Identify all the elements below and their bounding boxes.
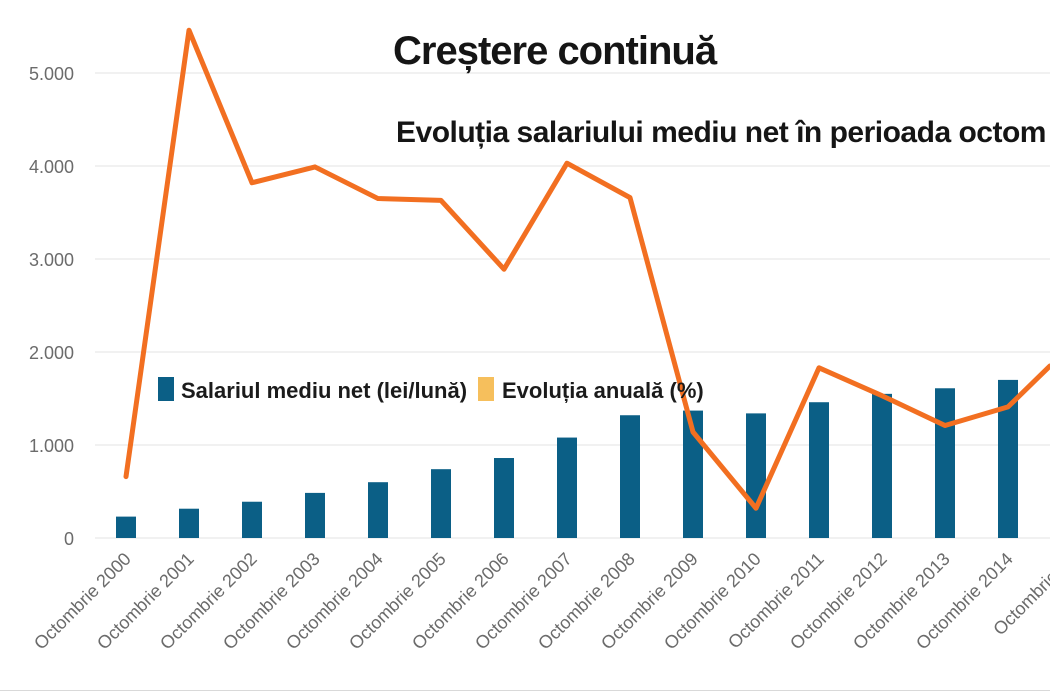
bar-octombrie-2008 [620,415,640,538]
line-evolutie-anuala [123,27,1050,511]
chart-subtitle: Evoluția salariului mediu net în perioad… [396,116,1046,149]
y-tick-label: 1.000 [29,436,74,456]
bar-octombrie-2011 [809,402,829,538]
bar-octombrie-2002 [242,501,262,538]
bar-octombrie-2006 [494,458,514,538]
bottom-divider [0,690,1050,691]
bar-octombrie-2009 [683,410,703,538]
legend-label-evolutie: Evoluția anuală (%) [502,378,704,403]
y-axis-ticks: 0 1.000 2.000 3.000 4.000 5.000 [29,64,74,549]
y-tick-label: 2.000 [29,343,74,363]
chart-title: Creștere continuă [393,29,718,73]
y-tick-label: 3.000 [29,250,74,270]
bar-octombrie-2010 [746,413,766,538]
bar-octombrie-2003 [305,492,325,538]
bar-series [116,379,1018,538]
bar-octombrie-2014 [998,379,1018,538]
bar-octombrie-2012 [872,393,892,538]
legend-label-salariu: Salariul mediu net (lei/lună) [181,378,467,403]
legend: Salariul mediu net (lei/lună) Evoluția a… [158,377,704,403]
y-tick-label: 0 [64,529,74,549]
bar-octombrie-2007 [557,437,577,538]
legend-swatch-salariu [158,377,174,401]
legend-swatch-evolutie [478,377,494,401]
bar-octombrie-2001 [179,508,199,538]
bar-octombrie-2013 [935,388,955,538]
bar-octombrie-2000 [116,516,136,538]
bar-octombrie-2005 [431,469,451,538]
y-tick-label: 4.000 [29,157,74,177]
bar-octombrie-2004 [368,482,388,538]
y-tick-label: 5.000 [29,64,74,84]
line-series [123,27,1050,511]
